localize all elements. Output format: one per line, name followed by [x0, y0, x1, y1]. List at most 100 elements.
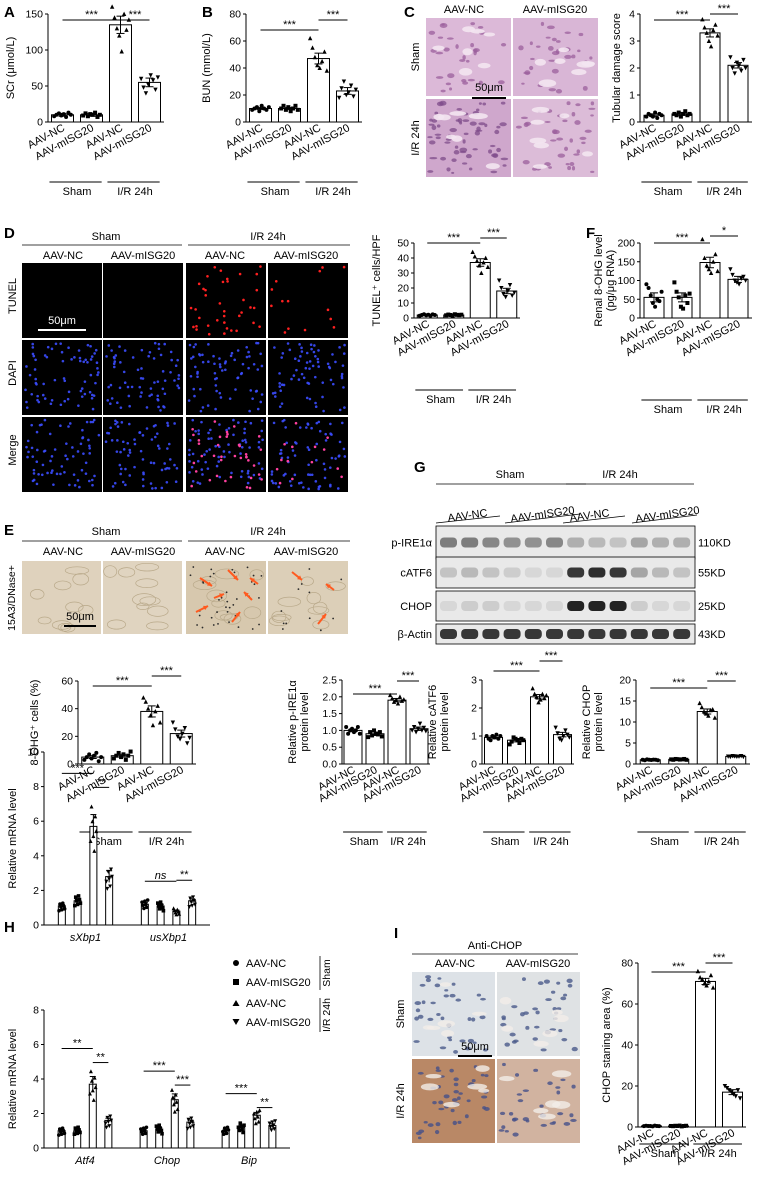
data-point [498, 734, 503, 738]
dapi-nucleus [68, 483, 71, 487]
dnase-positive-nucleus [252, 574, 255, 577]
dapi-nucleus [306, 446, 310, 449]
dapi-nucleus [63, 379, 67, 383]
data-point [253, 1121, 258, 1126]
dapi-nucleus [218, 357, 221, 360]
y-tick-label: 80 [229, 9, 241, 21]
dapi-nucleus [279, 452, 283, 455]
dapi-nucleus [187, 399, 191, 402]
data-point [677, 1123, 682, 1128]
he-nucleus [459, 150, 467, 154]
data-point [85, 114, 90, 119]
wb-size-label: 43KD [698, 629, 726, 641]
data-point [73, 895, 78, 899]
orange-arrowhead [326, 584, 331, 589]
he-nucleus [545, 36, 551, 39]
dapi-nucleus [89, 373, 93, 377]
he-nucleus [555, 89, 563, 94]
ihc-nucleus [414, 1001, 422, 1006]
y-tick-label: 3 [471, 675, 477, 687]
data-point [470, 249, 475, 254]
dapi-nucleus [153, 341, 157, 345]
dapi-nucleus [37, 400, 41, 404]
data-point [370, 733, 375, 738]
data-point [397, 694, 403, 699]
he-nucleus [590, 101, 595, 106]
dnase-positive-nucleus [251, 628, 254, 630]
dapi-nucleus [207, 431, 210, 435]
data-point [741, 754, 746, 760]
dapi-nucleus [54, 342, 58, 346]
he-nucleus [499, 122, 507, 127]
he-nucleus [463, 132, 469, 136]
dapi-nucleus [154, 486, 157, 490]
ihc-nucleus [569, 1113, 574, 1118]
data-point [177, 737, 183, 742]
he-nucleus [462, 55, 466, 60]
dapi-nucleus [169, 371, 172, 374]
dapi-nucleus [270, 479, 274, 483]
data-point [107, 1124, 112, 1129]
wb-band [440, 629, 457, 639]
y-tick-label: 30 [397, 268, 409, 280]
data-point [704, 263, 709, 268]
data-point [674, 289, 679, 294]
he-lumen [554, 58, 566, 64]
tunel-signal [329, 317, 332, 321]
tunel-signal [270, 288, 274, 291]
tunel-signal [207, 332, 211, 336]
data-point [126, 753, 131, 758]
data-point [259, 103, 264, 108]
ihc-lumen [551, 1070, 572, 1078]
ihc-nucleus [556, 1007, 562, 1011]
he-nucleus [590, 170, 595, 173]
data-point [701, 709, 707, 714]
ihc-nucleus [522, 1117, 529, 1122]
he-nucleus [484, 123, 488, 128]
dapi-nucleus [43, 418, 47, 422]
ihc-nucleus [444, 989, 449, 992]
dapi-nucleus [67, 390, 71, 394]
he-nucleus [548, 59, 556, 62]
tunel-signal [281, 299, 284, 303]
wb-band [630, 601, 648, 611]
y-tick-label: 80 [621, 958, 633, 970]
data-point [221, 1132, 226, 1136]
he-nucleus [443, 47, 450, 52]
ihc-nucleus [417, 1136, 422, 1140]
y-tick-label: 0 [625, 759, 631, 771]
wb-lane-line-1 [435, 515, 501, 524]
data-point [109, 874, 114, 879]
data-point [170, 720, 176, 725]
wb-band [524, 601, 542, 611]
wb-band [630, 567, 648, 578]
data-point [699, 704, 705, 710]
data-point [90, 112, 95, 117]
dapi-nucleus [88, 452, 92, 455]
dapi-nucleus [316, 360, 320, 364]
data-point [644, 282, 649, 287]
he-nucleus [434, 133, 442, 136]
data-point [106, 869, 111, 874]
y-tick-label: 15 [619, 696, 631, 708]
dapi-nucleus [157, 405, 160, 409]
dapi-nucleus [131, 356, 135, 359]
he-nucleus [518, 45, 524, 51]
data-point [143, 899, 147, 903]
dapi-nucleus [120, 421, 124, 424]
data-point [264, 107, 269, 112]
dapi-nucleus [246, 469, 250, 473]
data-point [281, 103, 286, 108]
he-nucleus [440, 89, 446, 93]
dapi-nucleus [278, 382, 281, 385]
wb-band [609, 601, 627, 611]
dapi-nucleus [317, 487, 320, 491]
x-category-label: Bip [241, 1155, 257, 1167]
group-label-ir: I/R 24h [315, 186, 350, 198]
sig-label: ** [260, 1097, 269, 1109]
dapi-nucleus [88, 444, 91, 448]
ihc-lumen [441, 1029, 455, 1037]
dapi-nucleus [239, 452, 242, 455]
dapi-nucleus [63, 399, 67, 403]
